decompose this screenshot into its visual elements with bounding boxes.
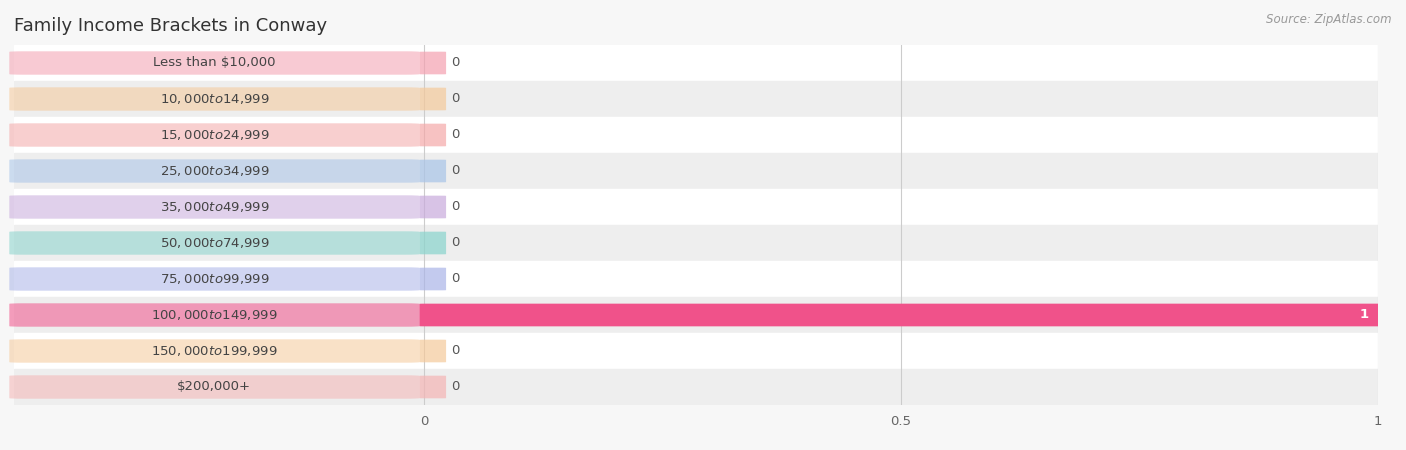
Text: $50,000 to $74,999: $50,000 to $74,999 — [159, 236, 269, 250]
FancyBboxPatch shape — [10, 231, 419, 255]
Text: Source: ZipAtlas.com: Source: ZipAtlas.com — [1267, 14, 1392, 27]
Bar — [14, 45, 1378, 81]
FancyBboxPatch shape — [419, 196, 446, 218]
FancyBboxPatch shape — [10, 87, 419, 111]
FancyBboxPatch shape — [10, 375, 419, 399]
Text: $75,000 to $99,999: $75,000 to $99,999 — [159, 272, 269, 286]
Text: 0: 0 — [451, 201, 460, 213]
FancyBboxPatch shape — [419, 304, 1382, 326]
Text: 0: 0 — [451, 381, 460, 393]
FancyBboxPatch shape — [419, 124, 446, 146]
Text: $150,000 to $199,999: $150,000 to $199,999 — [150, 344, 277, 358]
Bar — [14, 297, 1378, 333]
Bar — [14, 153, 1378, 189]
Text: 0: 0 — [451, 237, 460, 249]
FancyBboxPatch shape — [419, 52, 446, 74]
Bar — [14, 333, 1378, 369]
FancyBboxPatch shape — [419, 268, 446, 290]
Text: $35,000 to $49,999: $35,000 to $49,999 — [159, 200, 269, 214]
FancyBboxPatch shape — [10, 303, 419, 327]
FancyBboxPatch shape — [10, 339, 419, 363]
FancyBboxPatch shape — [419, 88, 446, 110]
FancyBboxPatch shape — [10, 267, 419, 291]
Text: 0: 0 — [451, 165, 460, 177]
Bar — [14, 225, 1378, 261]
Bar — [14, 81, 1378, 117]
Text: 1: 1 — [1360, 309, 1368, 321]
Text: Family Income Brackets in Conway: Family Income Brackets in Conway — [14, 17, 328, 35]
Text: 0: 0 — [451, 93, 460, 105]
FancyBboxPatch shape — [10, 51, 419, 75]
FancyBboxPatch shape — [419, 376, 446, 398]
Bar — [14, 369, 1378, 405]
Text: $200,000+: $200,000+ — [177, 381, 252, 393]
FancyBboxPatch shape — [419, 160, 446, 182]
Bar — [14, 261, 1378, 297]
Text: $100,000 to $149,999: $100,000 to $149,999 — [150, 308, 277, 322]
FancyBboxPatch shape — [10, 195, 419, 219]
FancyBboxPatch shape — [10, 123, 419, 147]
Text: 0: 0 — [451, 129, 460, 141]
Text: 0: 0 — [451, 57, 460, 69]
Text: Less than $10,000: Less than $10,000 — [153, 57, 276, 69]
Text: $25,000 to $34,999: $25,000 to $34,999 — [159, 164, 269, 178]
Bar — [14, 117, 1378, 153]
Text: $10,000 to $14,999: $10,000 to $14,999 — [159, 92, 269, 106]
Text: 0: 0 — [451, 273, 460, 285]
Text: 0: 0 — [451, 345, 460, 357]
Bar — [14, 189, 1378, 225]
FancyBboxPatch shape — [419, 340, 446, 362]
FancyBboxPatch shape — [419, 232, 446, 254]
FancyBboxPatch shape — [10, 159, 419, 183]
Text: $15,000 to $24,999: $15,000 to $24,999 — [159, 128, 269, 142]
